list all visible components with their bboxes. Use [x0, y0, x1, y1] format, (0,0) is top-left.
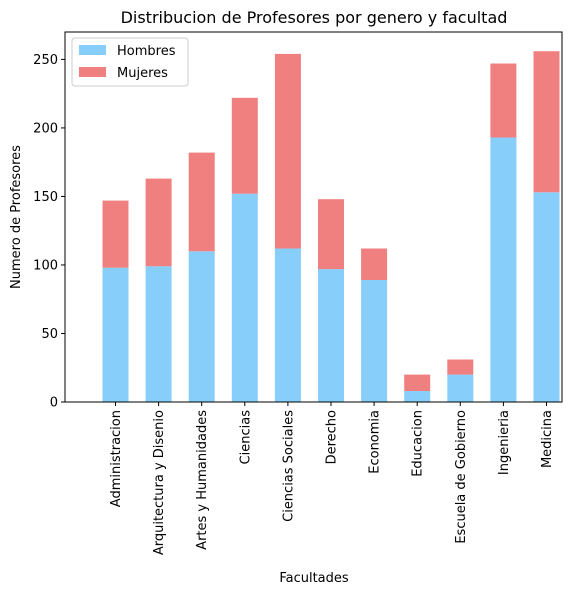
chart-title: Distribucion de Profesores por genero y … — [121, 8, 508, 27]
x-tick-label: Administracion — [109, 410, 124, 507]
y-tick-label: 150 — [33, 190, 58, 205]
x-tick-label: Ciencias Sociales — [281, 410, 296, 522]
bar-hombres-4 — [275, 249, 301, 403]
y-tick-label: 250 — [33, 53, 58, 68]
bar-mujeres-8 — [447, 360, 473, 375]
legend-label-mujeres: Mujeres — [117, 66, 168, 81]
bar-mujeres-2 — [189, 153, 215, 252]
legend-swatch-hombres — [79, 45, 106, 55]
bar-hombres-3 — [232, 194, 258, 402]
x-tick-label: Ingenieria — [497, 410, 512, 475]
x-axis: Administracion Arquitectura y Disenio Arte… — [109, 402, 555, 555]
plot-frame — [65, 32, 562, 402]
bar-mujeres-7 — [404, 375, 430, 391]
y-tick-label: 100 — [33, 258, 58, 273]
bar-hombres-1 — [146, 266, 172, 402]
bar-mujeres-1 — [146, 179, 172, 267]
bar-mujeres-4 — [275, 54, 301, 249]
bar-hombres-8 — [447, 375, 473, 402]
y-axis: 0 50 100 150 200 250 — [33, 53, 65, 411]
bars-layer — [103, 51, 560, 402]
legend: Hombres Mujeres — [72, 38, 188, 86]
legend-swatch-mujeres — [79, 67, 106, 77]
bar-hombres-7 — [404, 391, 430, 402]
bar-mujeres-5 — [318, 199, 344, 269]
bar-hombres-2 — [189, 251, 215, 402]
bar-hombres-9 — [490, 138, 516, 403]
x-tick-label: Arquitectura y Disenio — [152, 410, 167, 555]
bar-hombres-6 — [361, 280, 387, 402]
bar-mujeres-6 — [361, 249, 387, 281]
x-tick-label: Economia — [368, 410, 383, 474]
bar-mujeres-9 — [490, 64, 516, 138]
x-tick-label: Ciencias — [238, 410, 253, 465]
bar-hombres-10 — [534, 192, 560, 402]
x-tick-label: Educacion — [411, 410, 426, 477]
x-tick-label: Escuela de Gobierno — [454, 410, 469, 544]
y-tick-label: 0 — [50, 396, 58, 411]
x-tick-label: Artes y Humanidades — [195, 410, 210, 550]
bar-mujeres-10 — [534, 51, 560, 192]
x-tick-label: Medicina — [540, 410, 555, 468]
bar-mujeres-3 — [232, 98, 258, 194]
bar-hombres-5 — [318, 269, 344, 402]
x-axis-label: Facultades — [279, 571, 349, 586]
y-tick-label: 50 — [41, 327, 58, 342]
y-axis-label: Numero de Profesores — [9, 145, 24, 289]
bar-mujeres-0 — [103, 201, 129, 268]
y-tick-label: 200 — [33, 121, 58, 136]
legend-label-hombres: Hombres — [117, 44, 176, 59]
x-tick-label: Derecho — [325, 410, 340, 464]
bar-hombres-0 — [103, 268, 129, 402]
